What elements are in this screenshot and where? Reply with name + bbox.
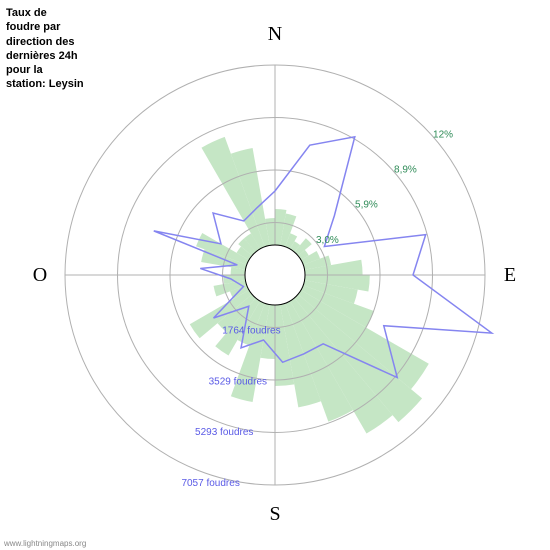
footer-credit: www.lightningmaps.org xyxy=(4,539,86,548)
chart-title: Taux de foudre par direction des dernièr… xyxy=(6,6,106,92)
count-label: 5293 foudres xyxy=(195,427,253,438)
cardinal-label: S xyxy=(269,503,280,525)
pct-label: 8,9% xyxy=(394,165,417,176)
count-label: 1764 foudres xyxy=(222,326,280,337)
count-label: 7057 foudres xyxy=(181,478,239,489)
cardinal-label: E xyxy=(504,264,516,286)
center-hole xyxy=(245,245,305,305)
cardinal-label: N xyxy=(268,23,282,45)
count-label: 3529 foudres xyxy=(209,376,267,387)
pct-label: 5,9% xyxy=(355,200,378,211)
cardinal-label: O xyxy=(33,264,47,286)
pct-label: 12% xyxy=(433,129,453,140)
pct-label: 3,0% xyxy=(316,235,339,246)
